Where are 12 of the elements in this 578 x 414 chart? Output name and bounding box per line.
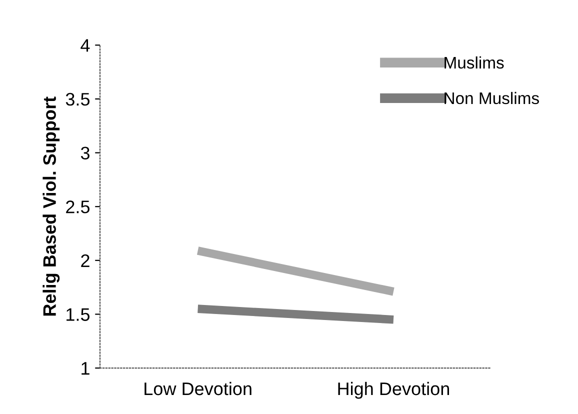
x-tick-label: Low Devotion	[144, 382, 252, 396]
y-tick-label: 1.5	[66, 308, 90, 321]
legend-label: Muslims	[444, 56, 504, 69]
y-axis-title: Relig Based Viol. Support	[42, 96, 60, 316]
y-tick-label: 3.5	[66, 92, 90, 106]
y-tick-label: 1	[82, 362, 90, 375]
x-tick-label: High Devotion	[338, 382, 450, 399]
y-tick-label: 2.5	[66, 200, 90, 214]
y-tick-label: 3	[80, 146, 90, 160]
y-tick-label: 2	[81, 254, 90, 267]
y-tick-label: 4	[80, 39, 90, 52]
legend-label: Non Muslims	[444, 92, 539, 104]
